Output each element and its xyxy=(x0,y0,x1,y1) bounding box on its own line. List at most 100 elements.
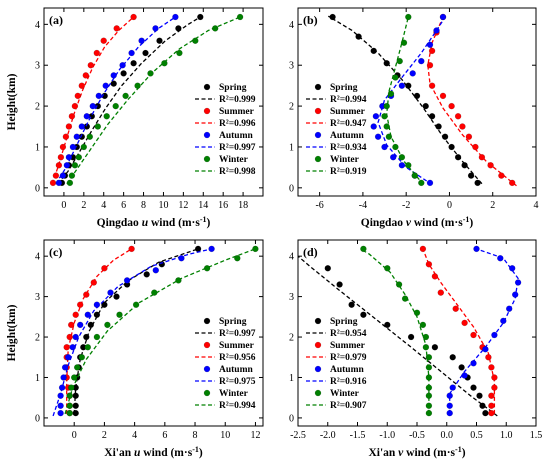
data-point xyxy=(437,289,444,296)
legend-marker xyxy=(203,389,211,397)
y-tick-label: 0 xyxy=(289,413,294,424)
legend-r2: R²=0.998 xyxy=(219,167,256,177)
y-tick-label: 1 xyxy=(289,142,294,153)
y-tick-label: 2 xyxy=(289,333,294,344)
data-point xyxy=(73,133,81,140)
panel-b: -6 -4 -2 0 2 4 0 1 2 3 4 (b) Qingdao v wind (m·s-1) S… xyxy=(289,7,539,229)
data-point xyxy=(409,70,416,77)
y-tick-label: 1 xyxy=(35,142,40,153)
data-point xyxy=(446,402,453,409)
data-point xyxy=(60,374,67,381)
data-point xyxy=(113,293,120,300)
data-point xyxy=(470,331,477,339)
data-point xyxy=(122,92,129,100)
data-point xyxy=(72,333,79,341)
data-point xyxy=(449,354,456,361)
data-point xyxy=(398,162,406,169)
data-point xyxy=(452,305,459,312)
data-point xyxy=(360,311,367,318)
data-point xyxy=(130,13,137,21)
data-point xyxy=(488,402,495,409)
data-point xyxy=(509,179,516,187)
data-point xyxy=(425,364,433,371)
data-point xyxy=(476,392,483,399)
series-spring xyxy=(327,13,483,187)
data-point xyxy=(473,245,480,253)
y-tick-label: 0 xyxy=(35,183,40,194)
data-point xyxy=(58,384,66,391)
data-point xyxy=(467,172,475,179)
data-point xyxy=(488,409,495,417)
data-point xyxy=(425,374,433,381)
data-point xyxy=(151,289,158,296)
data-point xyxy=(449,384,456,391)
data-point xyxy=(425,409,433,417)
data-point xyxy=(68,113,76,120)
fit-line xyxy=(66,248,132,414)
y-tick-label: 4 xyxy=(35,20,40,31)
data-point xyxy=(381,113,388,120)
data-point xyxy=(474,179,481,187)
x-tick-label: 0 xyxy=(61,200,66,211)
x-axis-label: Xi'an v wind (m·s-1) xyxy=(368,445,465,460)
data-point xyxy=(175,277,182,284)
fit-line xyxy=(57,16,201,185)
legend-label: Spring xyxy=(330,317,358,327)
data-point xyxy=(57,392,64,399)
y-tick-label: 1 xyxy=(289,373,294,384)
data-point xyxy=(93,333,101,341)
data-point xyxy=(422,102,429,110)
data-point xyxy=(128,49,135,57)
x-tick-label: -4 xyxy=(359,200,367,211)
data-point xyxy=(134,82,141,89)
data-point xyxy=(93,49,101,57)
legend-marker xyxy=(203,107,211,115)
data-point xyxy=(110,80,117,87)
data-point xyxy=(454,113,462,120)
data-point xyxy=(419,321,427,329)
data-point xyxy=(84,311,92,318)
data-point xyxy=(470,384,477,391)
data-point xyxy=(398,82,406,89)
data-point xyxy=(485,354,492,361)
x-tick-label: 10 xyxy=(158,200,168,211)
legend-r2: R²=0.934 xyxy=(330,143,367,153)
y-tick-label: 3 xyxy=(35,61,40,72)
data-point xyxy=(143,271,150,278)
data-point xyxy=(236,13,244,21)
x-tick-label: 0.5 xyxy=(470,430,483,441)
fit-line xyxy=(427,16,517,187)
data-point xyxy=(487,162,494,169)
data-point xyxy=(57,402,64,409)
legend-label: Winter xyxy=(330,155,360,165)
x-tick-label: -6 xyxy=(315,200,323,211)
y-tick-label: 0 xyxy=(35,413,40,424)
data-point xyxy=(172,13,179,21)
x-tick-label: -1.0 xyxy=(379,430,395,441)
legend-label: Winter xyxy=(330,389,360,399)
y-tick-label: 0 xyxy=(289,183,294,194)
series-summer xyxy=(63,245,135,417)
data-point xyxy=(405,82,412,89)
panel-label: (c) xyxy=(49,245,62,259)
legend-label: Spring xyxy=(219,317,247,327)
data-point xyxy=(370,123,377,130)
data-point xyxy=(70,374,78,381)
data-point xyxy=(459,123,466,130)
legend-r2: R²=0.979 xyxy=(330,353,367,363)
legend-label: Spring xyxy=(330,83,358,93)
data-point xyxy=(176,49,183,57)
data-point xyxy=(86,133,94,140)
y-tick-label: 4 xyxy=(289,20,294,31)
data-point xyxy=(448,102,455,110)
legend-r2: R²=0.994 xyxy=(219,401,256,411)
series-autumn xyxy=(55,13,179,187)
data-point xyxy=(395,281,403,288)
data-point xyxy=(120,70,127,77)
legend: Spring R²=0.994 Summer R²=0.947 Autumn R²=0.9… xyxy=(306,83,367,177)
data-point xyxy=(372,113,380,120)
data-point xyxy=(425,261,433,268)
data-point xyxy=(107,289,114,296)
data-point xyxy=(461,372,468,379)
data-point xyxy=(61,364,69,371)
